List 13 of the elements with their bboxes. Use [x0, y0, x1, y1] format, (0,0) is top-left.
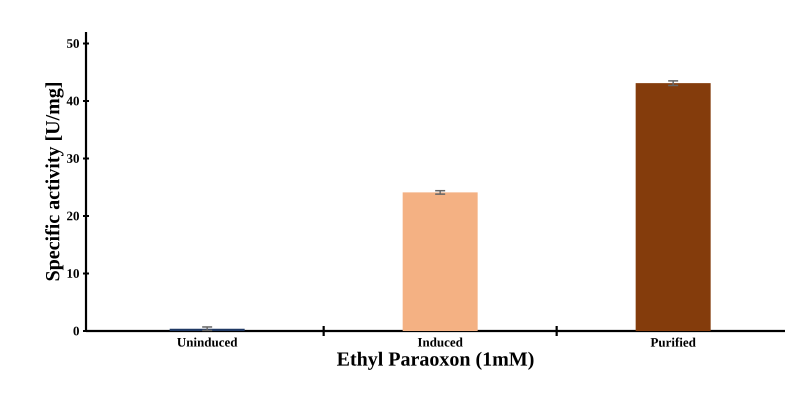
x-axis-title: Ethyl Paraoxon (1mM)	[336, 352, 534, 370]
x-tick-label: Induced	[418, 338, 463, 347]
y-tick-label: 40	[66, 96, 79, 106]
y-tick-label: 0	[73, 326, 79, 336]
x-tick-label: Purified	[650, 338, 696, 347]
y-tick-label: 10	[68, 269, 79, 278]
y-axis-title: Specific activity [U/mg]	[45, 83, 64, 280]
x-tick-label: Uninduced	[177, 338, 238, 347]
bar	[402, 192, 478, 331]
y-tick-label: 20	[67, 212, 79, 220]
y-tick-label: 50	[66, 39, 79, 48]
bar	[636, 83, 711, 331]
y-tick-label: 30	[66, 154, 79, 163]
